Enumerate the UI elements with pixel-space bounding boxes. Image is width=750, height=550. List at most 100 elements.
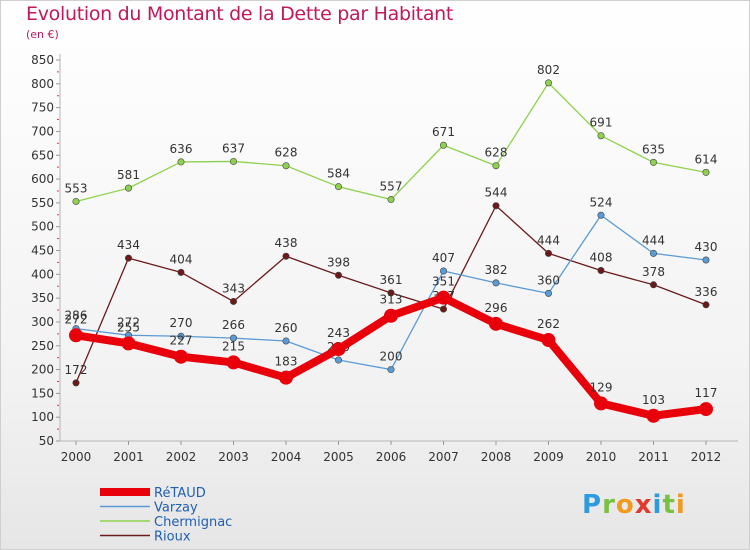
data-point xyxy=(69,328,83,343)
data-point xyxy=(125,254,133,262)
y-tick-label: 800 xyxy=(31,77,54,91)
data-point xyxy=(72,197,80,205)
x-tick-label: 2003 xyxy=(218,450,249,464)
proxiti-logo: Proxiti xyxy=(582,490,686,520)
y-tick-label: 750 xyxy=(31,101,54,115)
data-point xyxy=(646,408,661,423)
data-point xyxy=(121,336,136,351)
data-label: 272 xyxy=(117,315,140,329)
data-label: 129 xyxy=(590,380,613,394)
data-label: 336 xyxy=(695,285,718,299)
data-label: 378 xyxy=(642,265,665,279)
data-point xyxy=(334,356,342,364)
legend-label-rtaud: RéTAUD xyxy=(154,486,206,501)
data-label: 524 xyxy=(590,195,613,209)
data-label: 430 xyxy=(695,240,718,254)
data-point xyxy=(226,355,241,370)
x-tick-label: 2005 xyxy=(323,450,354,464)
y-tick-label: 100 xyxy=(31,410,54,424)
data-point xyxy=(72,379,80,387)
data-point xyxy=(544,289,552,297)
data-label: 544 xyxy=(485,186,508,200)
data-label: 286 xyxy=(65,309,88,323)
data-label: 636 xyxy=(170,142,193,156)
data-label: 407 xyxy=(432,251,455,265)
data-point xyxy=(282,252,290,260)
data-label: 172 xyxy=(65,363,88,377)
data-point xyxy=(492,162,500,170)
logo-letter: r xyxy=(602,490,616,520)
data-label: 272 xyxy=(65,312,88,326)
data-point xyxy=(649,158,657,166)
data-label: 260 xyxy=(275,321,298,335)
data-point xyxy=(597,267,605,275)
data-point xyxy=(702,168,710,176)
data-point xyxy=(439,267,447,275)
data-point xyxy=(230,334,238,342)
y-tick-label: 300 xyxy=(31,315,54,329)
y-tick-label: 600 xyxy=(31,172,54,186)
data-label: 444 xyxy=(642,233,665,247)
data-point xyxy=(649,249,657,257)
chart-subtitle: (en €) xyxy=(26,28,59,41)
data-point xyxy=(384,308,398,323)
data-label: 581 xyxy=(117,168,140,182)
x-tick-label: 2000 xyxy=(61,450,92,464)
x-tick-label: 2002 xyxy=(166,450,197,464)
x-tick-label: 2006 xyxy=(376,450,407,464)
data-label: 382 xyxy=(485,263,508,277)
data-label: 614 xyxy=(695,152,718,166)
x-tick-label: 2004 xyxy=(271,450,302,464)
data-label: 802 xyxy=(537,63,560,77)
data-point xyxy=(541,333,556,348)
data-point xyxy=(489,316,503,331)
y-tick-label: 200 xyxy=(31,363,54,377)
data-label: 103 xyxy=(642,393,665,407)
data-point xyxy=(230,157,238,165)
data-point xyxy=(279,370,293,385)
data-label: 360 xyxy=(537,273,560,287)
y-tick-label: 400 xyxy=(31,267,54,281)
data-point xyxy=(702,256,710,264)
data-label: 117 xyxy=(695,386,718,400)
legend-label-chermignac: Chermignac xyxy=(154,515,232,530)
data-point xyxy=(436,290,451,305)
y-tick-label: 700 xyxy=(31,124,54,138)
data-point xyxy=(125,184,133,192)
data-point xyxy=(387,289,395,297)
data-point xyxy=(177,268,185,276)
data-point xyxy=(177,332,185,340)
data-label: 200 xyxy=(380,350,403,364)
data-label: 215 xyxy=(222,339,245,353)
x-tick-label: 2009 xyxy=(533,450,564,464)
logo-letter: i xyxy=(652,490,663,520)
y-tick-label: 250 xyxy=(31,339,54,353)
data-label: 635 xyxy=(642,142,665,156)
data-point xyxy=(174,349,188,364)
data-point xyxy=(492,279,500,287)
data-point xyxy=(597,211,605,219)
data-label: 262 xyxy=(537,317,560,331)
logo-letter: x xyxy=(634,490,653,520)
data-label: 183 xyxy=(275,355,298,369)
x-tick-label: 2010 xyxy=(586,450,617,464)
y-tick-label: 350 xyxy=(31,291,54,305)
legend-label-rioux: Rioux xyxy=(154,530,191,545)
logo-letter: P xyxy=(582,490,603,520)
data-label: 691 xyxy=(590,116,613,130)
data-point xyxy=(702,301,710,309)
data-point xyxy=(699,402,713,417)
data-label: 408 xyxy=(590,251,613,265)
x-tick-label: 2001 xyxy=(113,450,144,464)
data-label: 343 xyxy=(222,281,245,295)
data-label: 628 xyxy=(485,146,508,160)
series-rioux: 172434404343438398361327544444408378336 xyxy=(65,186,718,387)
logo-letter: o xyxy=(615,490,635,520)
y-tick-label: 450 xyxy=(31,244,54,258)
data-point xyxy=(649,281,657,289)
y-tick-label: 500 xyxy=(31,220,54,234)
y-tick-label: 850 xyxy=(31,53,54,67)
